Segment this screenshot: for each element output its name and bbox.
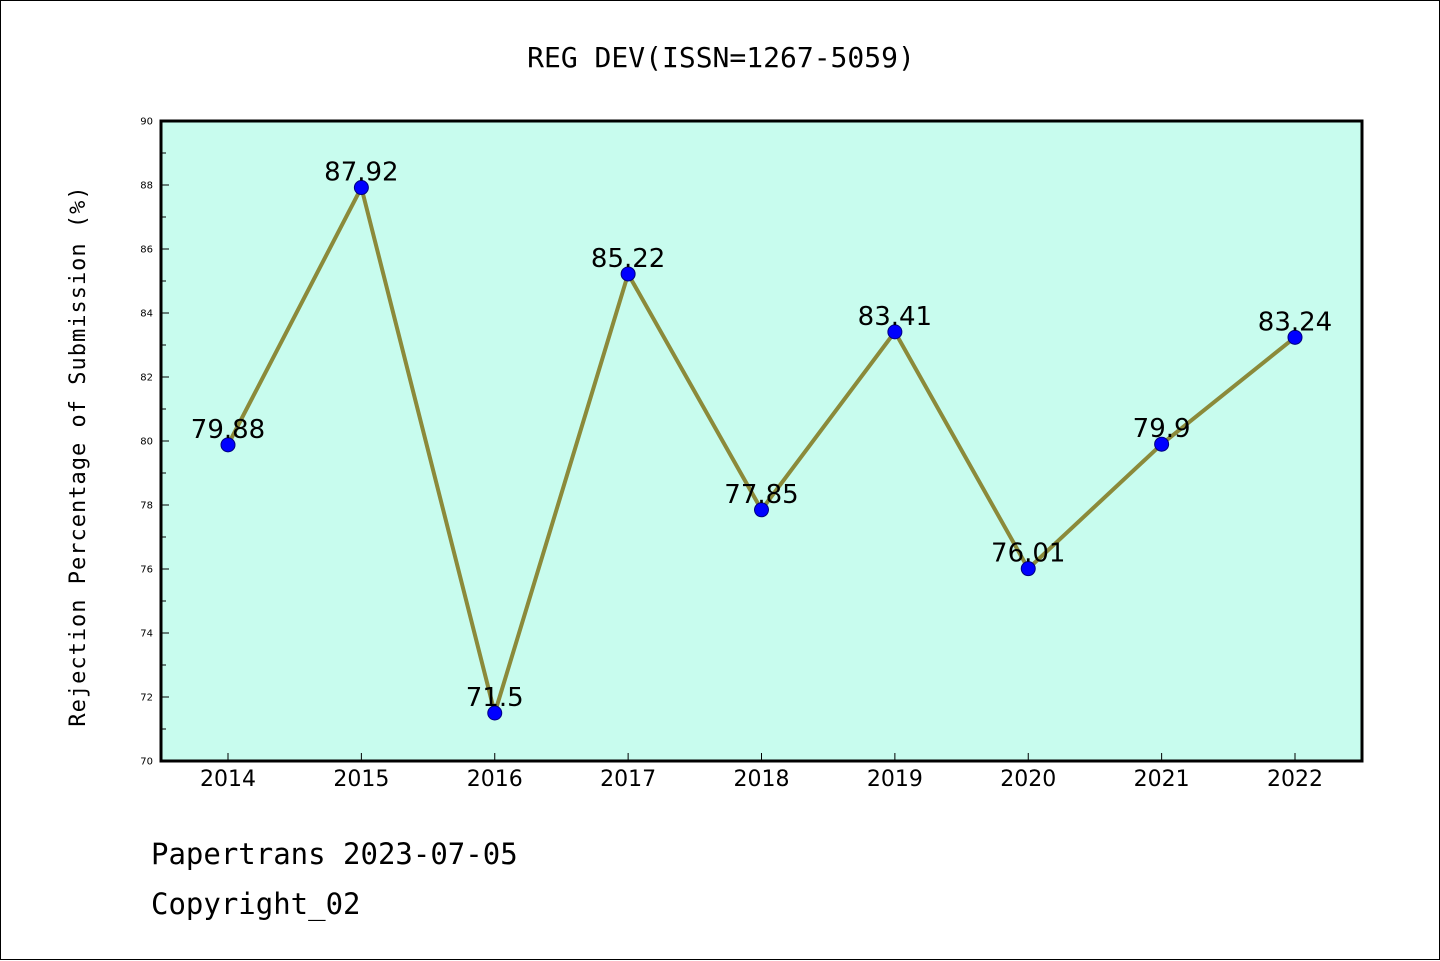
- series-group: [220, 180, 1303, 721]
- x-tick-label: 2020: [1000, 767, 1056, 792]
- x-tick-label: 2022: [1267, 767, 1323, 792]
- data-label: 71.5: [466, 683, 524, 713]
- data-label: 87.92: [324, 158, 398, 188]
- data-point: [754, 502, 769, 518]
- y-tick-label: 86: [140, 245, 153, 256]
- x-tick-label: 2017: [600, 767, 656, 792]
- y-tick-label: 78: [140, 501, 153, 512]
- y-tick-label: 74: [140, 629, 153, 640]
- y-tick-label: 76: [140, 565, 153, 576]
- x-tick-label: 2019: [867, 767, 923, 792]
- data-labels: 79.88 87.92 71.5 85.22 77.85 83.41 76.01 79.9 83…: [191, 158, 1332, 713]
- data-point: [1287, 329, 1303, 345]
- data-point: [1154, 436, 1170, 452]
- data-label: 77.85: [724, 480, 798, 510]
- chart-title: REG DEV(ISSN=1267-5059): [527, 41, 915, 74]
- data-point: [887, 324, 903, 340]
- footer-copyright-text: Copyright_02: [151, 887, 361, 921]
- data-label: 83.24: [1258, 307, 1332, 337]
- x-tick-label: 2016: [467, 767, 523, 792]
- x-tick-label: 2014: [200, 767, 256, 792]
- data-point: [220, 437, 236, 453]
- x-axis: 2014 2015 2016 2017 2018 2019 2020 2021 2022: [200, 753, 1323, 792]
- data-point: [620, 266, 636, 282]
- y-tick-label: 90: [140, 117, 153, 128]
- data-label: 83.41: [858, 302, 932, 332]
- y-tick-label: 88: [140, 181, 153, 192]
- data-point: [353, 180, 369, 196]
- data-point: [487, 705, 503, 721]
- x-tick-label: 2021: [1134, 767, 1190, 792]
- y-tick-label: 70: [140, 757, 153, 768]
- y-tick-label: 72: [140, 693, 153, 704]
- data-label: 76.01: [991, 539, 1065, 569]
- footer-date-text: Papertrans 2023-07-05: [151, 837, 518, 871]
- y-axis-label: Rejection Percentage of Submission (%): [66, 185, 91, 726]
- x-tick-label: 2018: [734, 767, 790, 792]
- y-tick-label: 82: [140, 373, 153, 384]
- y-tick-label: 84: [140, 309, 153, 320]
- y-tick-label: 80: [140, 437, 153, 448]
- plot-frame: [159, 119, 1364, 763]
- data-label: 85.22: [591, 244, 665, 274]
- x-tick-label: 2015: [333, 767, 389, 792]
- data-label: 79.88: [191, 415, 265, 445]
- data-label: 79.9: [1133, 414, 1191, 444]
- data-point: [1020, 561, 1036, 577]
